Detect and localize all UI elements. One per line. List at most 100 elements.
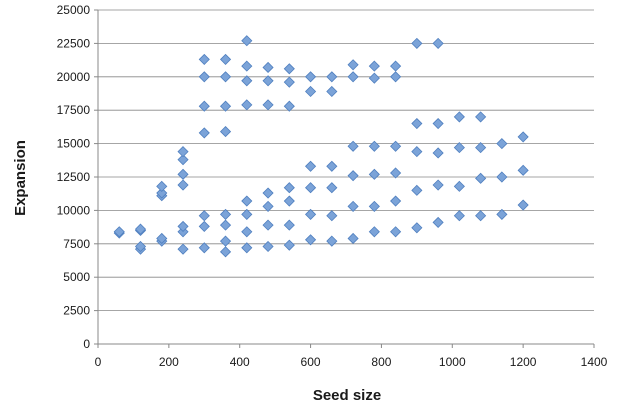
y-tick-label: 22500 [57,36,91,50]
data-point [305,208,317,220]
data-point [219,53,232,65]
data-point [326,182,338,194]
data-point [262,99,274,111]
data-point [326,85,338,98]
data-point [198,210,210,222]
data-point [156,232,168,245]
data-point [390,195,402,207]
x-tick-label: 0 [95,355,102,369]
data-point [347,170,359,182]
data-point [432,216,444,228]
data-point [219,100,232,112]
data-point [453,210,465,222]
data-point [390,226,402,238]
data-point [453,180,465,192]
data-point [283,182,295,194]
x-tick-label: 1000 [439,355,466,369]
data-point [241,60,253,72]
data-point [241,226,253,238]
data-point [283,76,295,88]
data-point [517,199,529,211]
data-point [432,117,444,130]
data-point [262,61,274,74]
data-point [326,71,338,83]
data-point [368,60,380,72]
data-point [177,179,189,191]
data-point [475,142,487,154]
data-point [475,210,487,222]
data-point [390,167,402,179]
data-point [347,140,359,152]
data-point [432,179,444,191]
data-point [411,222,423,234]
data-point [198,242,210,254]
data-point [283,100,295,112]
data-point [347,200,359,212]
data-point [326,160,338,172]
data-point [262,75,274,87]
data-point [219,126,232,138]
data-point [517,131,529,143]
data-point [326,210,338,222]
data-point [262,200,274,212]
y-tick-label: 0 [83,337,90,351]
data-point [305,85,317,98]
y-tick-label: 25000 [57,3,91,17]
y-tick-label: 7500 [63,237,90,251]
y-tick-label: 12500 [57,170,91,184]
data-point [411,184,423,196]
data-point [156,187,168,199]
data-point [198,53,210,65]
data-point [219,219,232,231]
data-point [219,208,232,220]
data-point [198,71,210,83]
data-point [219,71,232,83]
data-point [177,146,189,158]
data-point [283,239,295,251]
data-point [241,99,253,111]
data-point [411,146,423,158]
y-axis-title: Expansion [12,140,29,216]
data-point [241,35,253,47]
y-tick-label: 15000 [57,137,91,151]
x-tick-label: 600 [301,355,321,369]
data-point [496,208,508,220]
data-point [198,127,210,139]
data-point [475,172,487,184]
tick-labels: 0250050007500100001250015000175002000022… [57,3,608,369]
data-point [198,100,210,112]
data-point [305,234,317,246]
data-point [134,240,147,253]
data-point [241,75,253,87]
data-point [326,235,338,247]
data-point [262,219,274,231]
data-point [177,154,189,166]
y-tick-label: 5000 [63,270,90,284]
data-point [283,219,295,231]
data-point [347,59,359,71]
x-tick-label: 1400 [581,355,608,369]
x-tick-label: 1200 [510,355,537,369]
data-point [177,243,189,255]
y-tick-label: 10000 [57,203,91,217]
data-point [305,160,317,172]
data-point [432,37,444,49]
data-point [283,63,295,75]
data-point [411,117,423,130]
data-point [496,138,508,150]
data-point [305,182,317,194]
data-point [305,71,317,83]
gridlines [98,9,594,312]
y-tick-label: 17500 [57,103,91,117]
data-point [241,208,253,220]
data-point [113,226,125,238]
data-point [411,37,423,49]
x-tick-label: 200 [159,355,179,369]
data-point [432,147,444,159]
data-point [156,180,168,192]
axes [94,9,595,348]
data-point [262,187,274,199]
data-point [517,164,529,176]
